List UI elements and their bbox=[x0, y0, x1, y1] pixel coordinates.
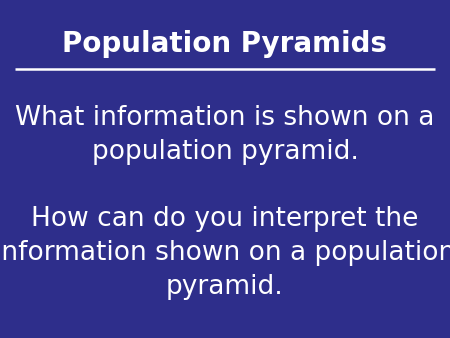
Text: Population Pyramids: Population Pyramids bbox=[63, 30, 387, 58]
Text: How can do you interpret the
information shown on a population
pyramid.: How can do you interpret the information… bbox=[0, 207, 450, 300]
Text: What information is shown on a
population pyramid.: What information is shown on a populatio… bbox=[15, 105, 435, 165]
